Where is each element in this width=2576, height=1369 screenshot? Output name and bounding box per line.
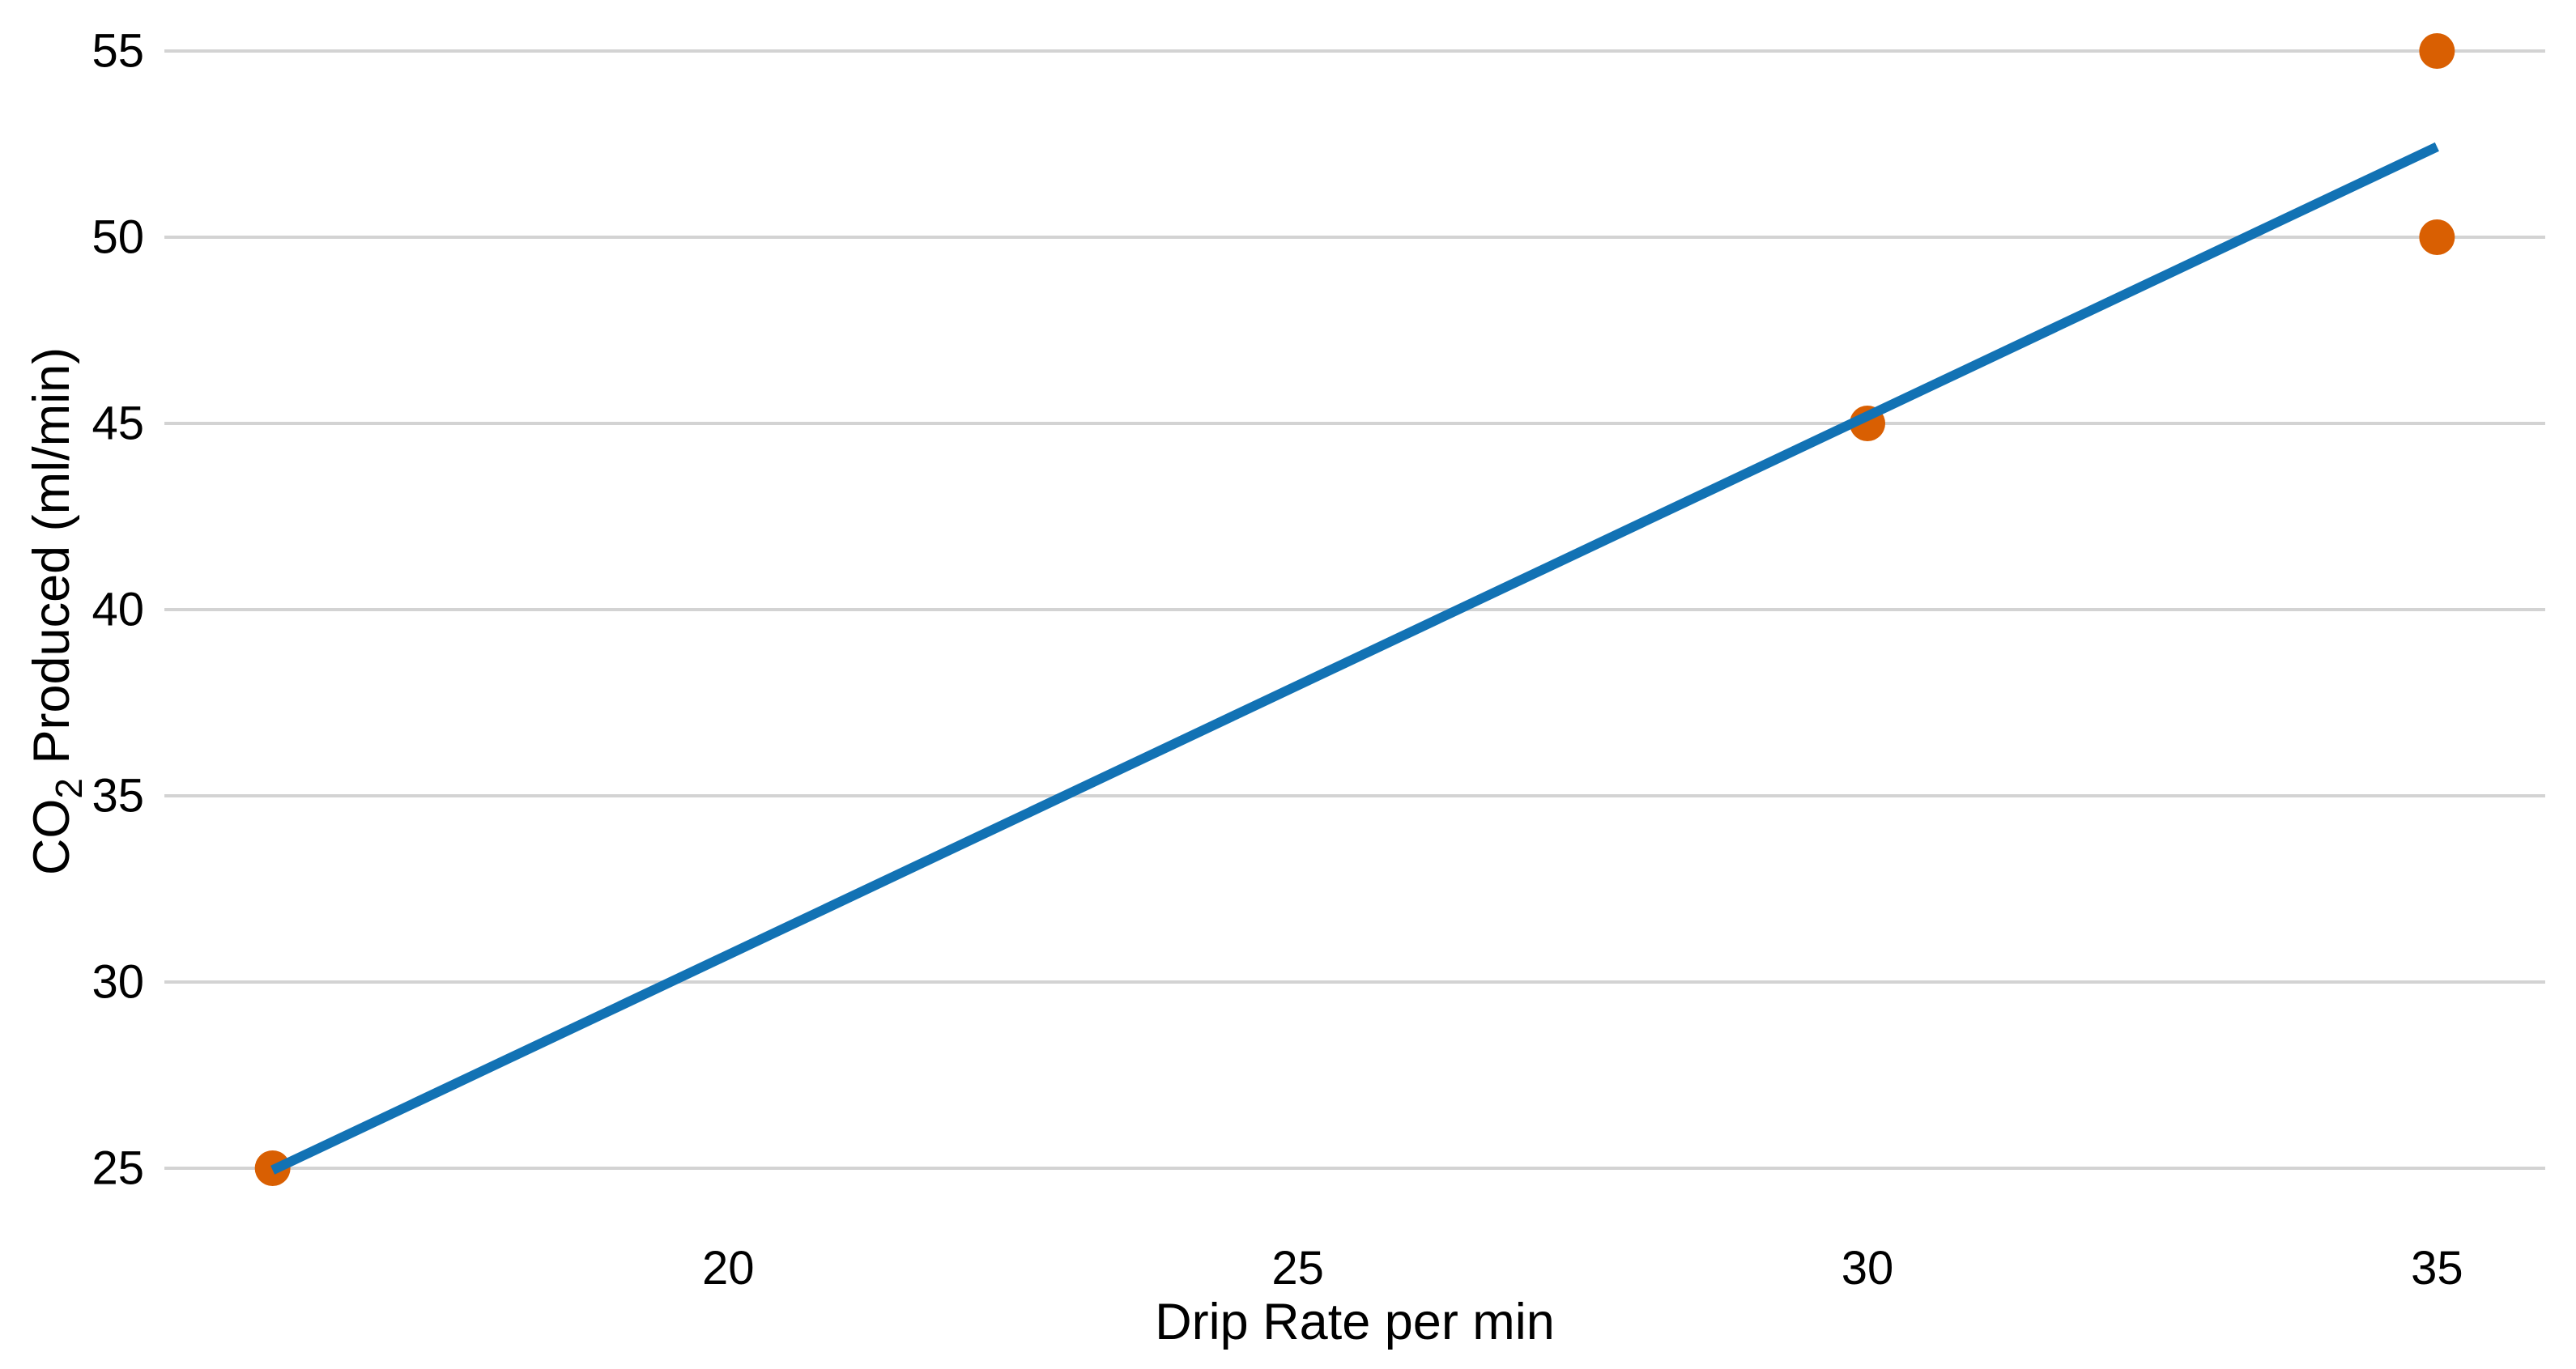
y-axis-tick-labels: 25 30 35 40 45 50 55 xyxy=(92,25,144,1195)
x-tick-label: 30 xyxy=(1842,1242,1894,1295)
y-tick-label: 55 xyxy=(92,25,144,78)
y-tick-label: 35 xyxy=(92,770,144,823)
trend-line xyxy=(270,142,2439,1175)
y-tick-label: 40 xyxy=(92,584,144,636)
x-axis-tick-labels: 20 25 30 35 xyxy=(702,1242,2463,1295)
y-axis-title: CO2 Produced (ml/min) xyxy=(23,347,90,875)
trend-line-layer xyxy=(270,142,2439,1175)
y-axis-title-suffix: Produced (ml/min) xyxy=(23,347,80,778)
x-tick-label: 20 xyxy=(702,1242,755,1295)
data-points-layer xyxy=(254,33,2455,1186)
x-axis-title: Drip Rate per min xyxy=(1155,1294,1555,1350)
gridlines xyxy=(164,49,2545,1170)
y-tick-label: 25 xyxy=(92,1142,144,1195)
x-tick-label: 35 xyxy=(2411,1242,2463,1295)
y-tick-label: 30 xyxy=(92,956,144,1009)
y-axis-title-subscript: 2 xyxy=(48,778,90,799)
y-tick-label: 45 xyxy=(92,398,144,450)
data-point xyxy=(2419,219,2455,255)
y-tick-label: 50 xyxy=(92,211,144,264)
data-point xyxy=(2419,33,2455,69)
x-tick-label: 25 xyxy=(1271,1242,1324,1295)
